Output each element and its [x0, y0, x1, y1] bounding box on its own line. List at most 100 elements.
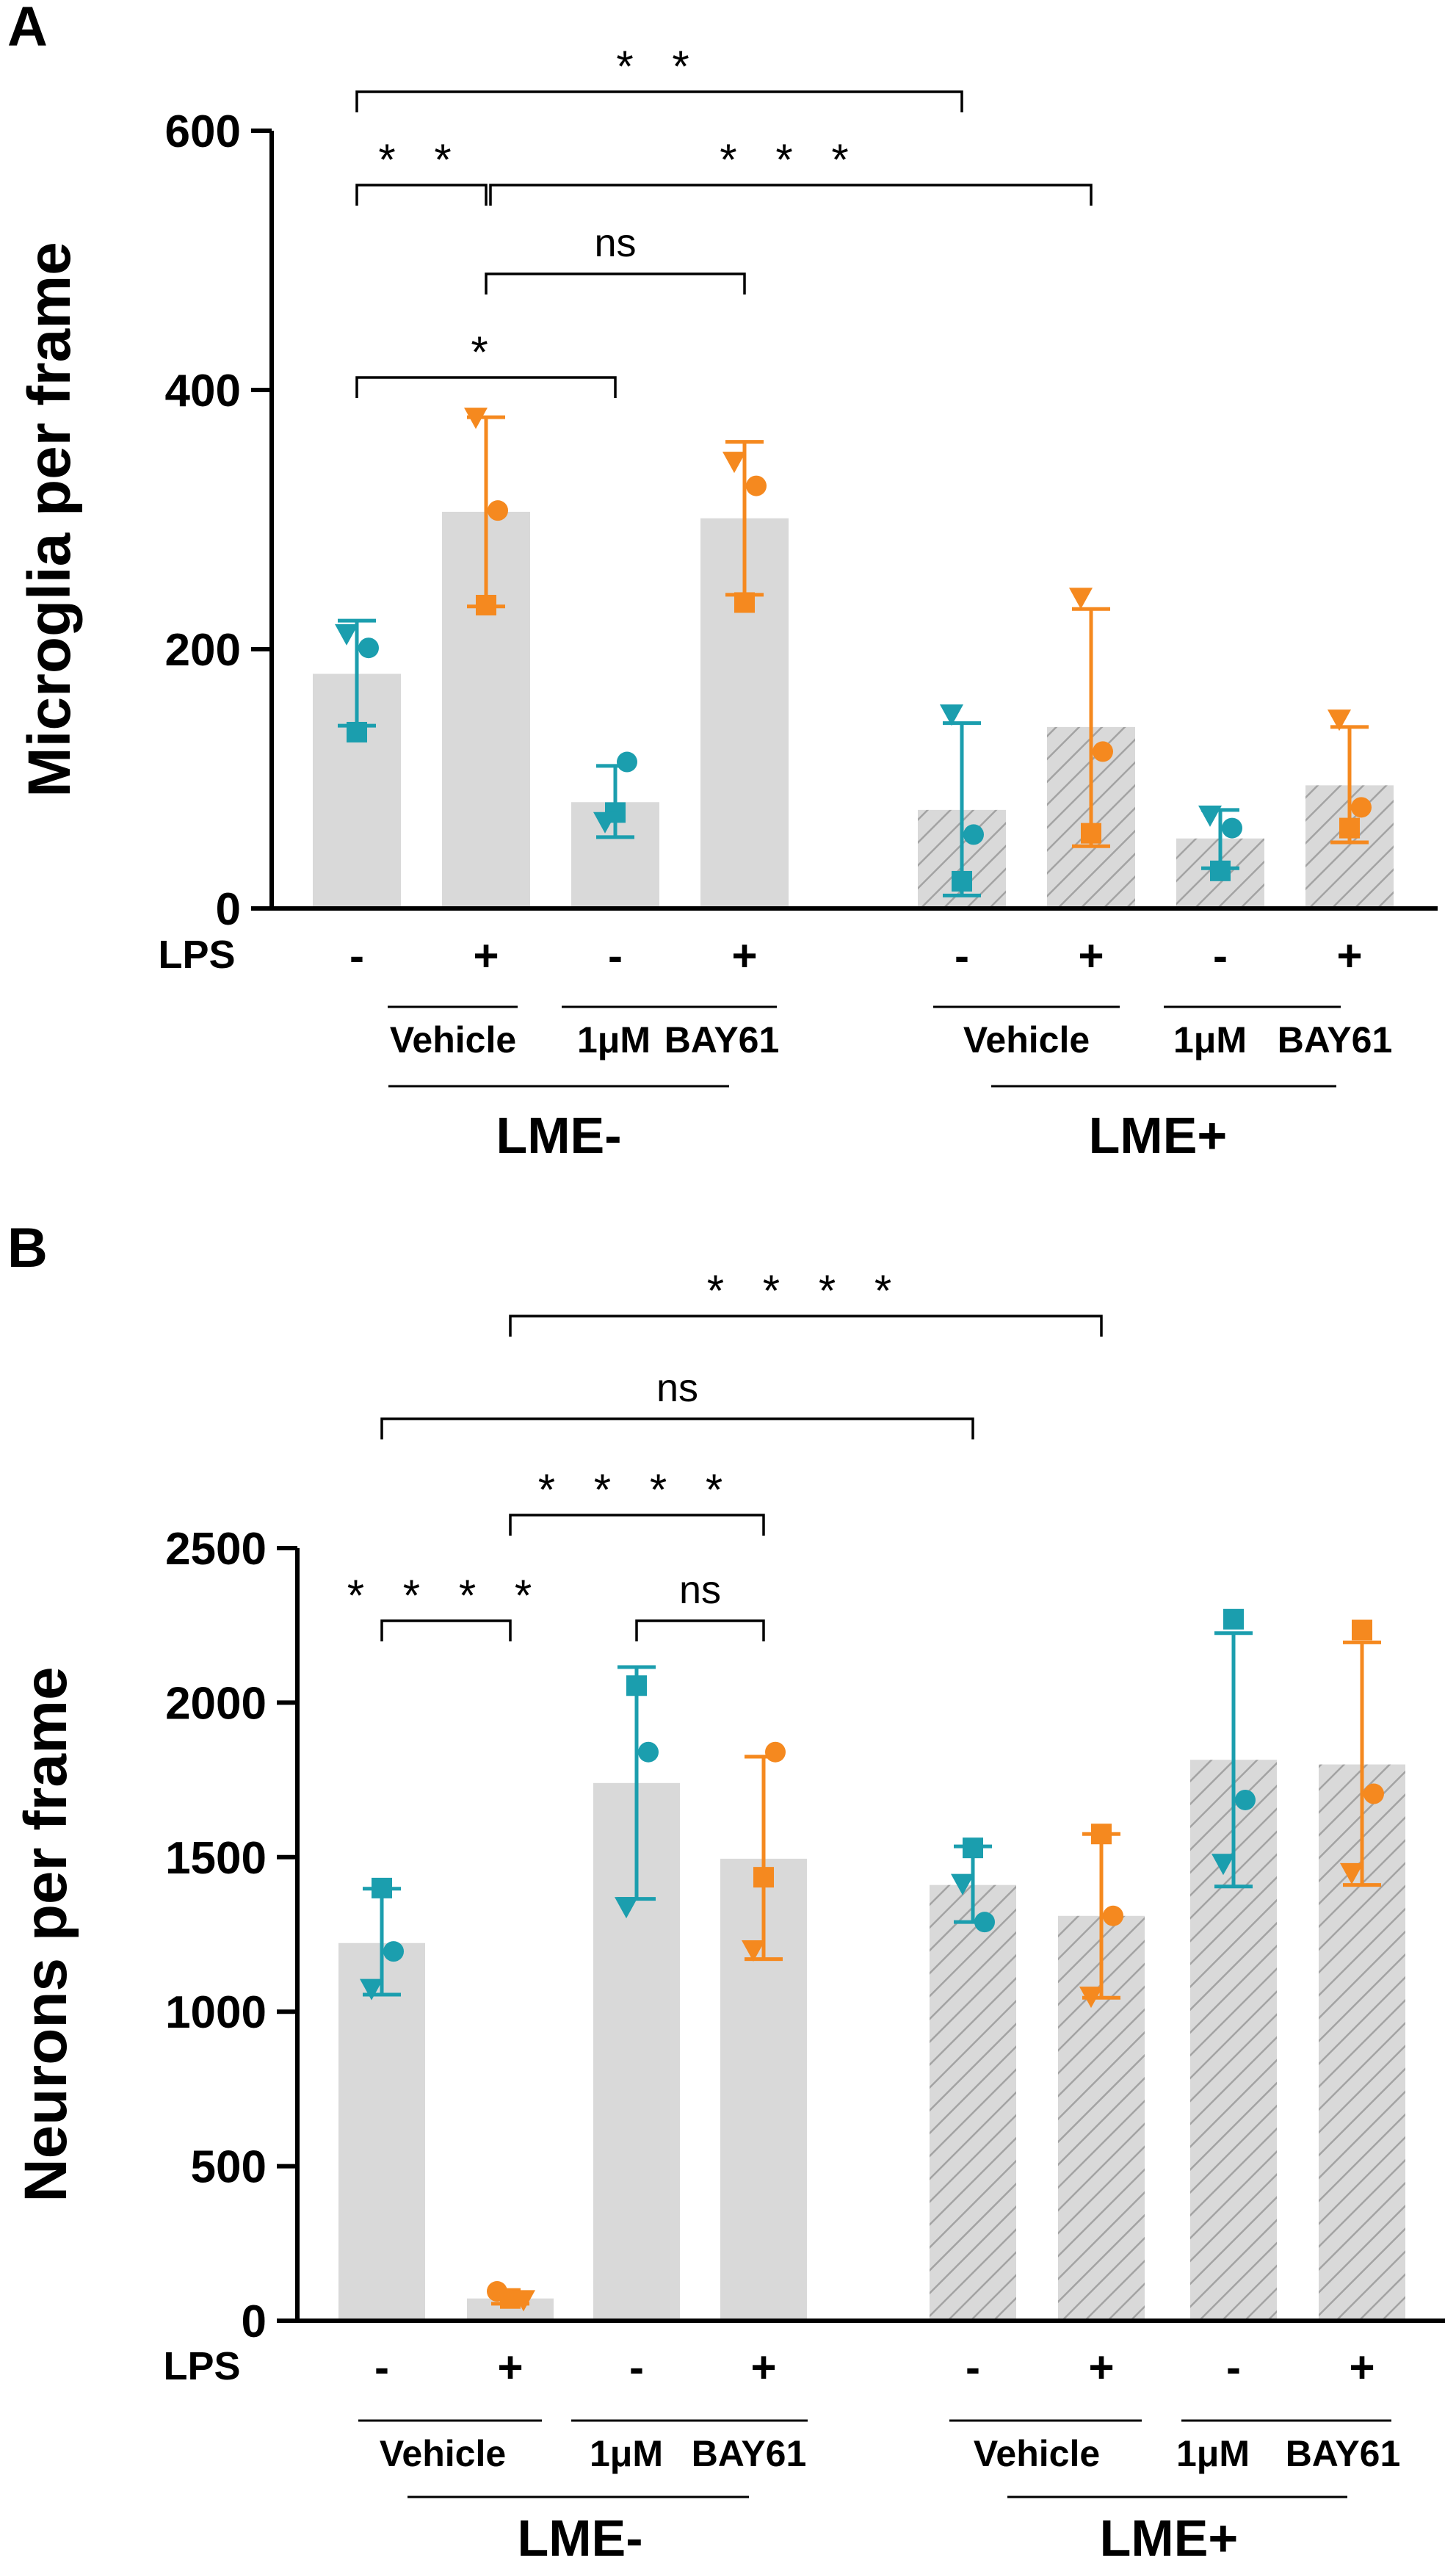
- data-point: [742, 1940, 765, 1962]
- data-point: [1198, 805, 1222, 827]
- significance-label: * *: [616, 42, 702, 91]
- significance-label: ns: [656, 1366, 698, 1410]
- treatment-label: Vehicle: [390, 1019, 516, 1060]
- treatment-label: 1μM: [577, 1019, 651, 1060]
- y-tick-label: 200: [165, 625, 241, 676]
- treatment-label: 1μM: [590, 2433, 663, 2474]
- significance-bracket: [355, 184, 488, 206]
- lps-sign: +: [731, 931, 757, 980]
- lps-sign: -: [629, 2343, 644, 2392]
- significance-label: ns: [679, 1568, 721, 1612]
- significance-bracket: [635, 1619, 765, 1641]
- significance-label: * * * *: [538, 1465, 736, 1514]
- data-point: [347, 721, 367, 742]
- data-point: [722, 452, 746, 474]
- lps-sign: -: [966, 2343, 980, 2392]
- y-axis-title: Microglia per frame: [16, 242, 83, 797]
- data-point: [488, 500, 508, 521]
- data-point: [765, 1741, 786, 1763]
- data-point: [1223, 1608, 1244, 1630]
- y-tick-label: 600: [165, 106, 241, 157]
- significance-bracket: [509, 1315, 1103, 1337]
- data-point: [1103, 1905, 1123, 1926]
- significance-label: * * * *: [707, 1266, 905, 1315]
- data-point: [1210, 860, 1231, 881]
- data-point: [1351, 797, 1372, 818]
- data-point: [476, 594, 496, 615]
- data-point: [1222, 817, 1242, 839]
- significance-bracket: [355, 376, 617, 398]
- data-point: [746, 475, 767, 496]
- panel-label: A: [7, 0, 48, 58]
- lps-sign: +: [497, 2343, 523, 2392]
- lps-sign: +: [1336, 931, 1362, 980]
- lps-sign: +: [473, 931, 499, 980]
- significance-bracket: [380, 1417, 974, 1439]
- data-point: [1363, 1783, 1384, 1804]
- data-point: [638, 1741, 659, 1763]
- lps-sign: -: [1213, 931, 1228, 980]
- treatment-label: BAY61: [664, 1019, 780, 1060]
- y-tick-label: 2500: [165, 1524, 267, 1575]
- data-point: [615, 1897, 638, 1919]
- lps-sign: +: [750, 2343, 776, 2392]
- data-point: [1211, 1854, 1235, 1876]
- lps-label: LPS: [158, 933, 235, 977]
- lps-sign: -: [608, 931, 623, 980]
- lps-sign: -: [955, 931, 969, 980]
- y-tick-label: 2000: [165, 1678, 267, 1729]
- treatment-label: BAY61: [692, 2433, 807, 2474]
- lps-sign: -: [374, 2343, 389, 2392]
- data-point: [963, 1837, 983, 1859]
- data-point: [512, 2290, 535, 2312]
- data-point: [617, 751, 637, 773]
- data-point: [951, 1873, 974, 1895]
- treatment-label: Vehicle: [380, 2433, 506, 2474]
- significance-label: ns: [594, 221, 636, 265]
- data-point: [464, 408, 488, 430]
- data-point: [1339, 817, 1360, 839]
- data-point: [974, 1912, 995, 1933]
- data-point: [734, 592, 755, 613]
- data-point: [1093, 741, 1113, 762]
- lps-sign: +: [1088, 2343, 1114, 2392]
- lps-label: LPS: [163, 2344, 240, 2388]
- data-point: [1081, 823, 1101, 844]
- treatment-label: Vehicle: [974, 2433, 1100, 2474]
- data-point: [335, 624, 358, 646]
- y-tick-label: 0: [216, 884, 241, 935]
- group-label: LME-: [496, 1107, 621, 1164]
- bar: [930, 1884, 1016, 2321]
- data-point: [1069, 588, 1093, 610]
- lps-sign: +: [1349, 2343, 1374, 2392]
- significance-label: * *: [378, 135, 464, 184]
- panel-b: B 0 500 1000 1500 2000 2500 Neurons per frame LP…: [7, 1217, 1445, 2566]
- significance-bracket: [509, 1514, 765, 1536]
- group-label: LME+: [1100, 2509, 1239, 2566]
- y-tick-label: 1500: [165, 1833, 267, 1884]
- treatment-label: Vehicle: [963, 1019, 1090, 1060]
- y-tick-label: 500: [191, 2142, 267, 2193]
- data-point: [1235, 1789, 1256, 1810]
- data-point: [383, 1941, 404, 1962]
- lps-sign: -: [1226, 2343, 1241, 2392]
- significance-label: * * * *: [347, 1571, 545, 1620]
- data-point: [1328, 709, 1351, 731]
- y-axis-title: Neurons per frame: [12, 1666, 79, 2202]
- data-point: [753, 1867, 774, 1888]
- lps-sign: -: [349, 931, 364, 980]
- data-point: [360, 1978, 383, 2001]
- significance-bracket: [380, 1619, 512, 1641]
- data-point: [1352, 1619, 1372, 1641]
- treatment-label: 1μM: [1173, 1019, 1247, 1060]
- y-tick-label: 0: [242, 2296, 267, 2347]
- data-point: [963, 824, 984, 845]
- significance-bracket: [485, 272, 746, 294]
- significance-bracket: [355, 90, 963, 112]
- data-point: [952, 870, 972, 892]
- y-tick-label: 1000: [165, 1987, 267, 2038]
- data-point: [626, 1675, 647, 1696]
- y-tick-label: 400: [165, 366, 241, 416]
- lps-sign: +: [1078, 931, 1104, 980]
